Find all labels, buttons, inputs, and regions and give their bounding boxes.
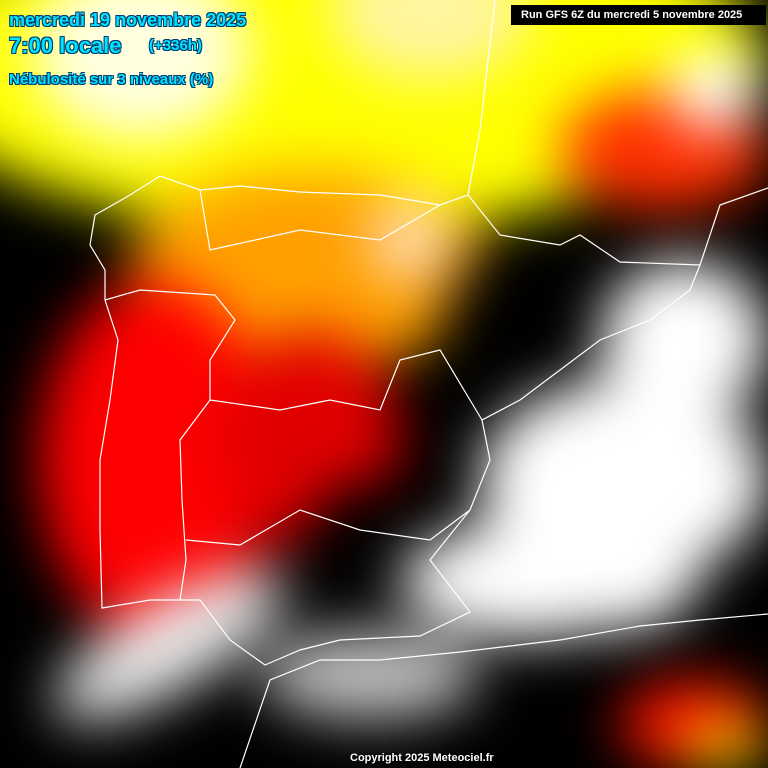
- portugal-spain-border: [104, 289, 236, 601]
- balearic-island: [609, 474, 629, 493]
- balearic-island: [658, 424, 701, 456]
- regional-border: [209, 349, 483, 421]
- run-label: Run GFS 6Z du mercredi 5 novembre 2025: [511, 5, 766, 25]
- lead-time: (+336h): [149, 37, 202, 54]
- forecast-date: mercredi 19 novembre 2025: [9, 10, 247, 30]
- iberia-coastline: [89, 0, 768, 666]
- regional-border: [199, 189, 441, 251]
- africa-coastline: [239, 613, 768, 768]
- forecast-time: 7:00 locale: [9, 33, 122, 58]
- regional-border: [185, 509, 471, 546]
- copyright: Copyright 2025 Meteociel.fr: [350, 752, 494, 764]
- spain-france-border: [467, 194, 701, 266]
- parameter-label: Nébulosité sur 3 niveaux (%): [9, 71, 214, 88]
